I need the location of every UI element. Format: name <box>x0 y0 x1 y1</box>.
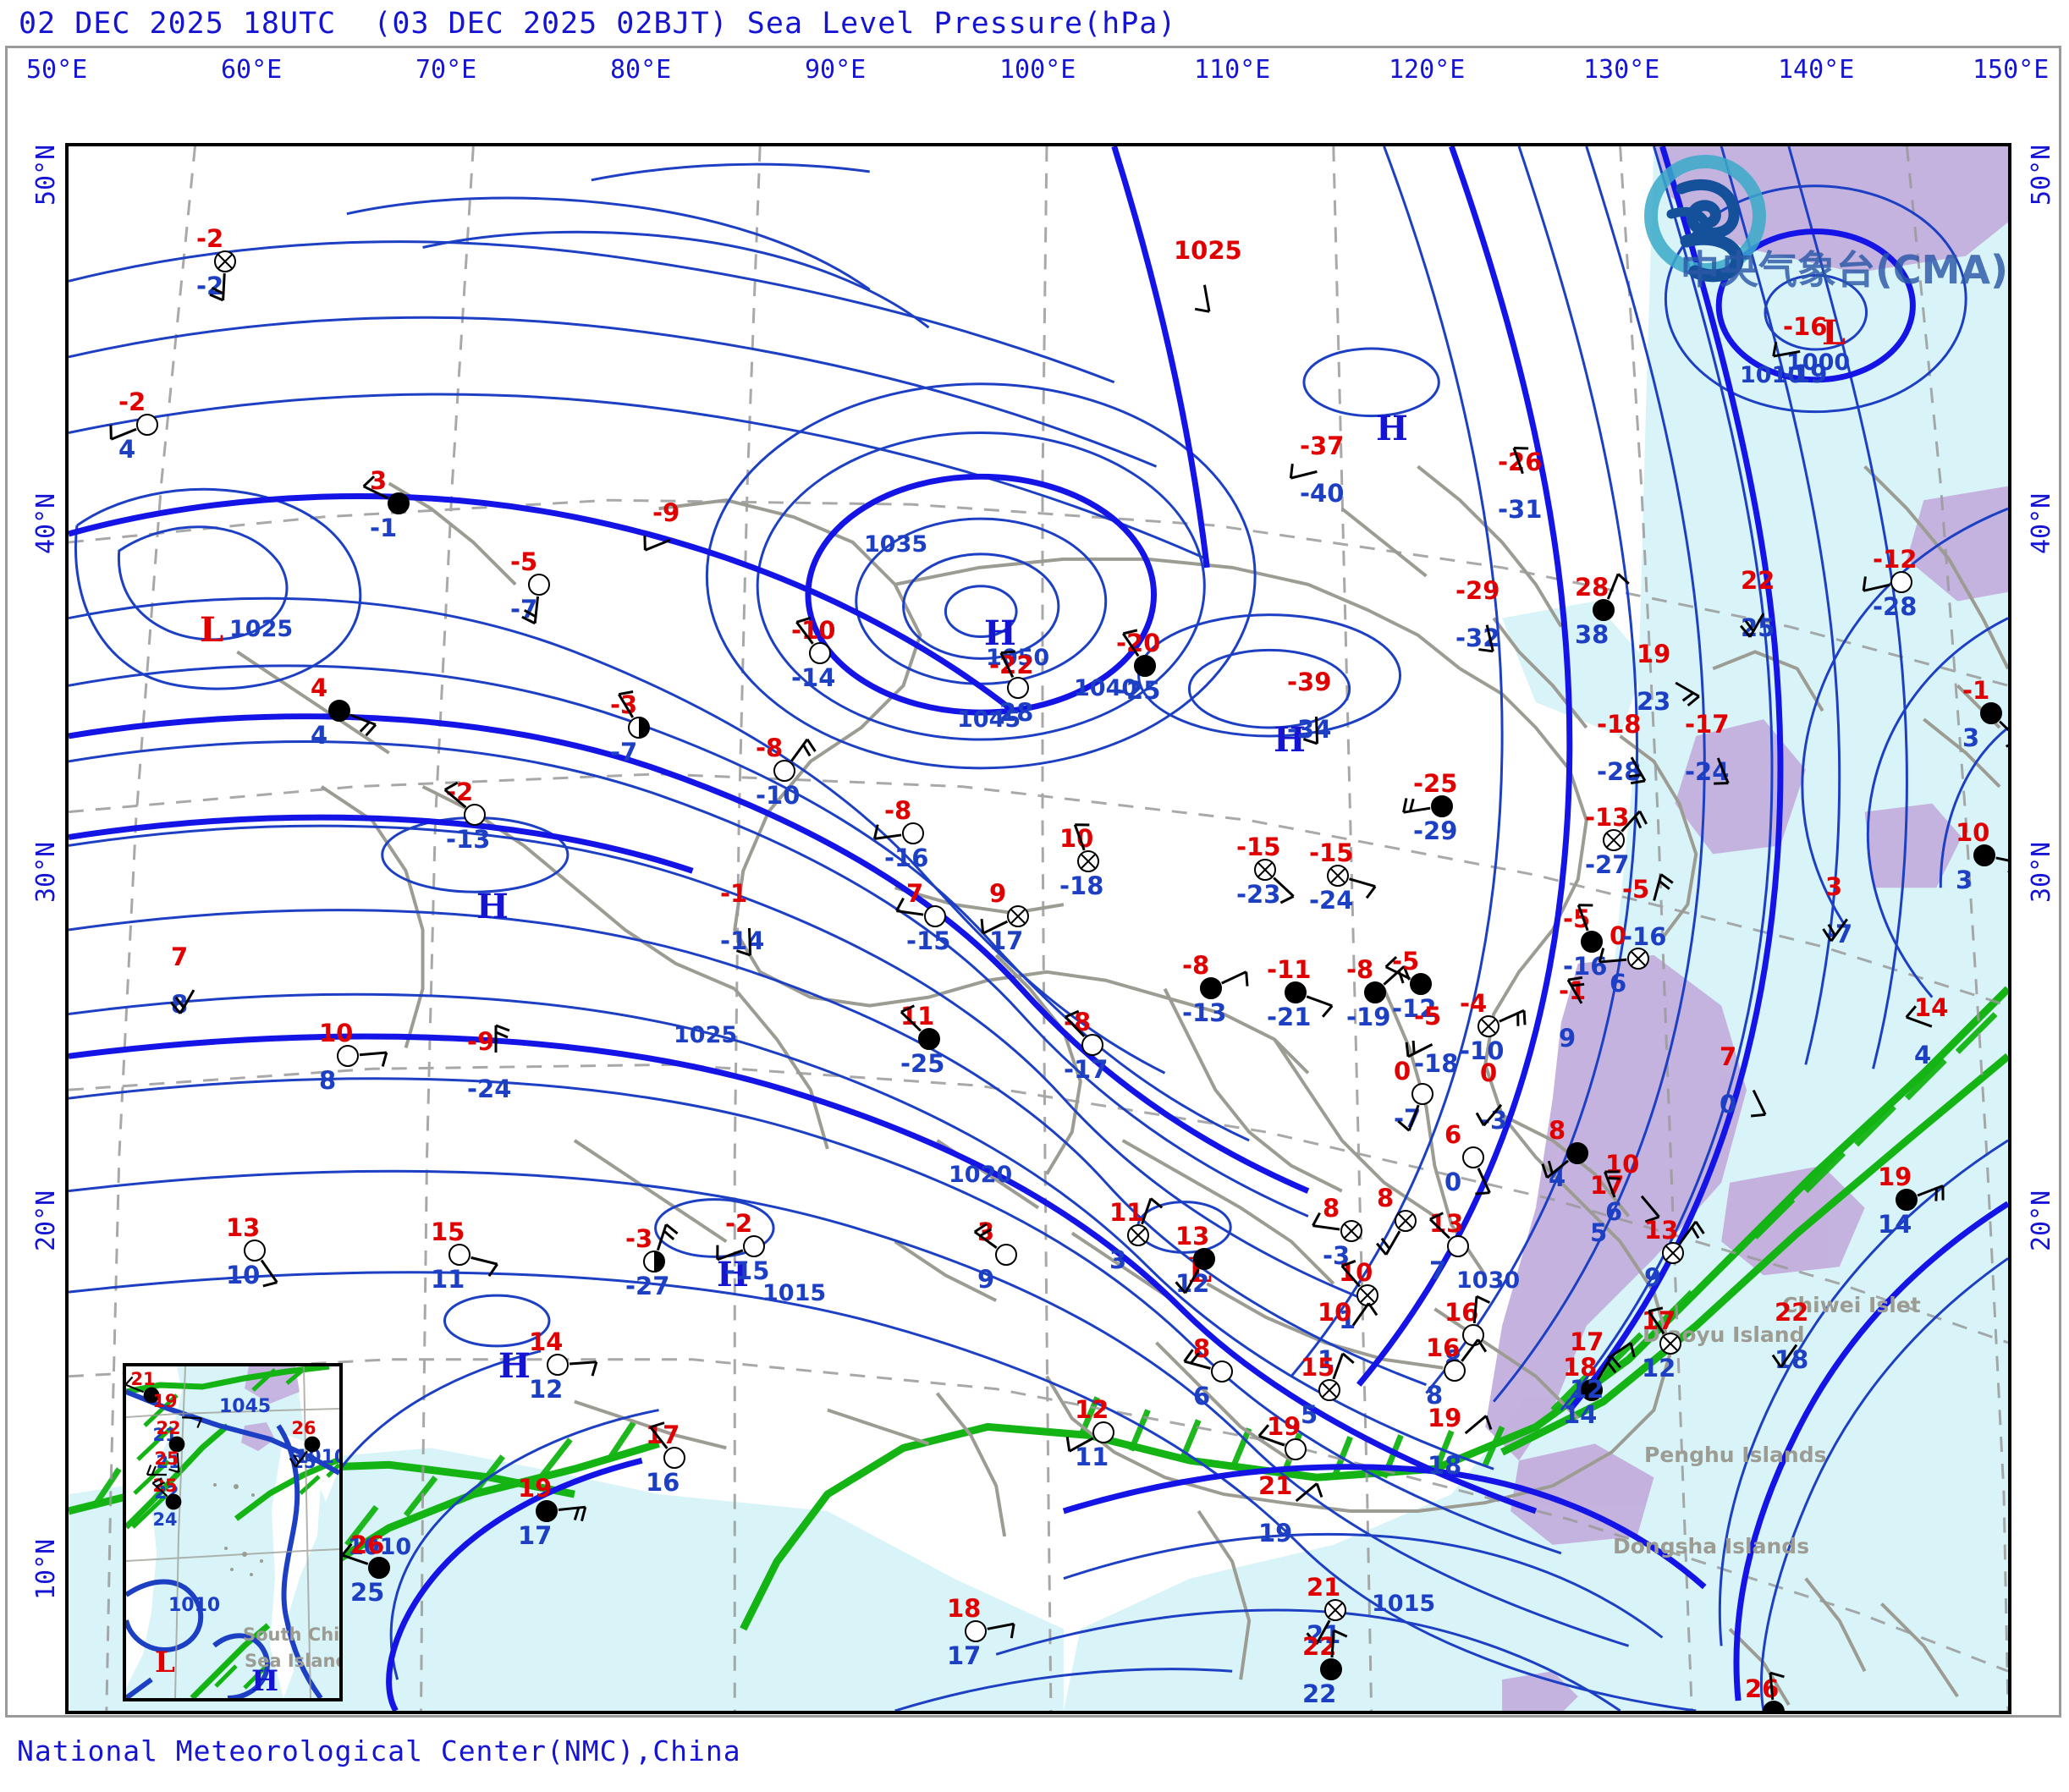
wind-barb <box>101 378 194 471</box>
wind-barb <box>1098 619 1191 712</box>
wind-barb <box>1808 863 1901 956</box>
wind-barb <box>1480 438 1573 531</box>
wind-barb <box>1938 809 2011 902</box>
wind-barb <box>1765 303 1858 396</box>
wind-barb <box>1626 1207 1720 1300</box>
wind-barb <box>929 1585 1022 1678</box>
wind-barb <box>1042 815 1135 908</box>
wind-barb <box>301 1009 394 1102</box>
wind-barb <box>153 933 246 1026</box>
wind-barb <box>1945 667 2011 760</box>
lat-tick-right: 40°N <box>2027 493 2056 554</box>
wind-barb <box>635 489 728 582</box>
lon-tick-top: 100°E <box>999 55 1076 85</box>
wind-barb <box>1396 992 1489 1086</box>
wind-barb <box>1291 829 1384 922</box>
map-plot-area[interactable]: 1050104510401035102510251020101510301015… <box>65 143 2011 1714</box>
page-title: 02 DEC 2025 18UTC (03 DEC 2025 02BJT) Se… <box>19 7 1176 41</box>
lat-tick-left: 30°N <box>31 842 61 903</box>
wind-barb <box>738 724 831 817</box>
lon-tick-top: 130°E <box>1583 55 1659 85</box>
wind-barb <box>352 457 445 550</box>
wind-barb <box>1727 1665 1820 1714</box>
wind-barb <box>1604 866 1698 959</box>
wind-barb <box>413 1208 506 1301</box>
cma-agency-label: 中央气象台(CMA) <box>1681 239 2008 295</box>
wind-barb <box>293 664 386 757</box>
wind-barb <box>889 870 982 963</box>
wind-barb <box>1723 557 1816 650</box>
wind-barb <box>1241 1462 1334 1555</box>
wind-barb <box>628 1411 721 1504</box>
wind-barb <box>333 1521 426 1614</box>
inset-isobar-label: 1045 <box>219 1396 271 1417</box>
wind-barb <box>1896 984 1989 1077</box>
lat-tick-right: 50°N <box>2027 145 2056 206</box>
wind-barb <box>1156 227 1249 320</box>
wind-barb <box>1855 536 1948 629</box>
lat-tick-left: 40°N <box>31 493 61 554</box>
wind-barb <box>492 538 586 631</box>
wind-barb <box>1046 998 1139 1091</box>
wind-barb <box>1410 1394 1503 1487</box>
wind-barb <box>773 607 867 700</box>
wind-barb <box>1438 567 1531 660</box>
wind-barb <box>449 1018 542 1111</box>
wind-barb <box>867 787 960 880</box>
wind-barb <box>1057 1386 1150 1479</box>
wind-barb <box>140 1468 206 1535</box>
wind-barb <box>702 870 795 963</box>
wind-barb <box>1579 701 1672 794</box>
south-china-sea-inset-map[interactable]: 101010101045 LH South ChinaSea Islands 2… <box>123 1363 343 1701</box>
lon-tick-top: 140°E <box>1778 55 1854 85</box>
wind-barb <box>960 1208 1053 1301</box>
wind-barb <box>883 992 976 1086</box>
wind-barb <box>1552 1318 1645 1411</box>
lon-tick-top: 50°E <box>26 55 87 85</box>
lat-tick-left: 10°N <box>31 1539 61 1600</box>
wind-barb <box>500 1465 593 1558</box>
lon-tick-top: 60°E <box>221 55 282 85</box>
lon-tick-top: 110°E <box>1194 55 1270 85</box>
lon-tick-top: 150°E <box>1973 55 2049 85</box>
wind-barb <box>1411 1200 1505 1293</box>
lon-tick-top: 90°E <box>805 55 866 85</box>
station-plot-layer: -2-23-1-5-7-2444-3-7-2-13-9-10-14-8-10-2… <box>69 146 2008 1711</box>
inset-isobar-label: 1010 <box>168 1595 220 1616</box>
lon-tick-top: 70°E <box>415 55 476 85</box>
wind-barb <box>428 768 521 861</box>
inset-geo-label: South China <box>243 1624 343 1645</box>
wind-barb <box>1395 760 1488 853</box>
wind-barb <box>971 641 1065 734</box>
wind-barb <box>1285 1623 1378 1714</box>
lat-tick-left: 50°N <box>31 145 61 206</box>
wind-barb <box>1158 1212 1251 1306</box>
wind-barb <box>1282 422 1375 515</box>
weather-chart-page: 02 DEC 2025 18UTC (03 DEC 2025 02BJT) Se… <box>0 0 2069 1792</box>
wind-barb <box>208 1204 301 1297</box>
wind-barb <box>707 1200 801 1293</box>
wind-barb <box>1860 1153 1953 1246</box>
wind-barb <box>278 1410 343 1477</box>
wind-barb <box>179 215 272 308</box>
wind-barb <box>1667 701 1760 794</box>
chart-frame: 50°E 60°E 70°E 80°E 90°E 100°E 110°E 120°E 130°E… <box>5 46 2061 1718</box>
wind-barb <box>511 1318 604 1411</box>
inset-geo-label: Sea Islands <box>245 1651 343 1671</box>
inset-low-center: L <box>155 1646 175 1679</box>
wind-barb <box>608 1215 701 1308</box>
wind-barb <box>1757 1289 1850 1382</box>
wind-barb <box>1541 967 1634 1060</box>
wind-barb <box>1269 658 1362 751</box>
lat-tick-right: 30°N <box>2027 842 2056 903</box>
lon-tick-top: 80°E <box>610 55 671 85</box>
lat-tick-right: 20°N <box>2027 1190 2056 1251</box>
footer-attribution: National Meteorological Center(NMC),Chin… <box>17 1734 741 1767</box>
wind-barb <box>1164 942 1257 1035</box>
wind-barb <box>592 681 685 774</box>
wind-barb <box>1702 1033 1795 1126</box>
lat-tick-left: 20°N <box>31 1190 61 1251</box>
lon-tick-top: 120°E <box>1389 55 1465 85</box>
